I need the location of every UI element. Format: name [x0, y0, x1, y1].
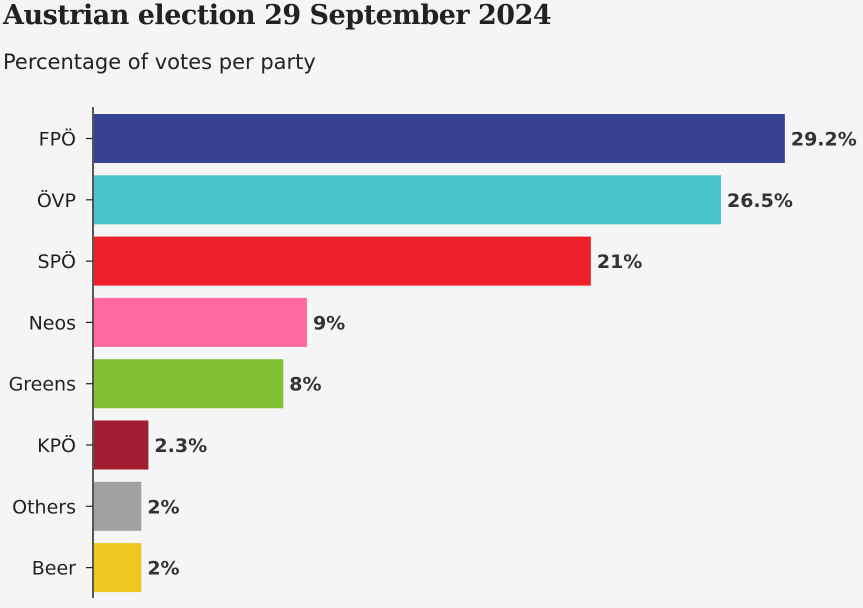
chart-subtitle: Percentage of votes per party [3, 50, 316, 74]
bar-1 [94, 175, 721, 225]
category-label: SPÖ [38, 250, 76, 273]
category-label: Greens [9, 374, 76, 396]
bar-7 [94, 543, 142, 593]
value-label: 9% [313, 312, 345, 334]
category-label: Beer [32, 558, 76, 580]
category-label: Neos [29, 312, 76, 334]
value-label: 29.2% [791, 129, 857, 151]
bar-4 [94, 359, 284, 409]
value-label: 21% [597, 251, 642, 273]
value-label: 2% [147, 558, 179, 580]
category-label: ÖVP [37, 189, 76, 212]
bar-6 [94, 481, 142, 531]
category-label: FPÖ [39, 128, 76, 151]
bar-0 [94, 114, 785, 163]
value-label: 2.3% [154, 435, 207, 457]
chart-title: Austrian election 29 September 2024 [3, 0, 552, 31]
value-label: 8% [289, 374, 321, 396]
bar-3 [94, 297, 307, 347]
category-label: Others [12, 496, 76, 518]
bar-2 [94, 236, 591, 286]
value-label: 26.5% [727, 190, 793, 212]
bar-5 [94, 420, 149, 470]
category-label: KPÖ [37, 434, 76, 457]
value-label: 2% [147, 496, 179, 518]
